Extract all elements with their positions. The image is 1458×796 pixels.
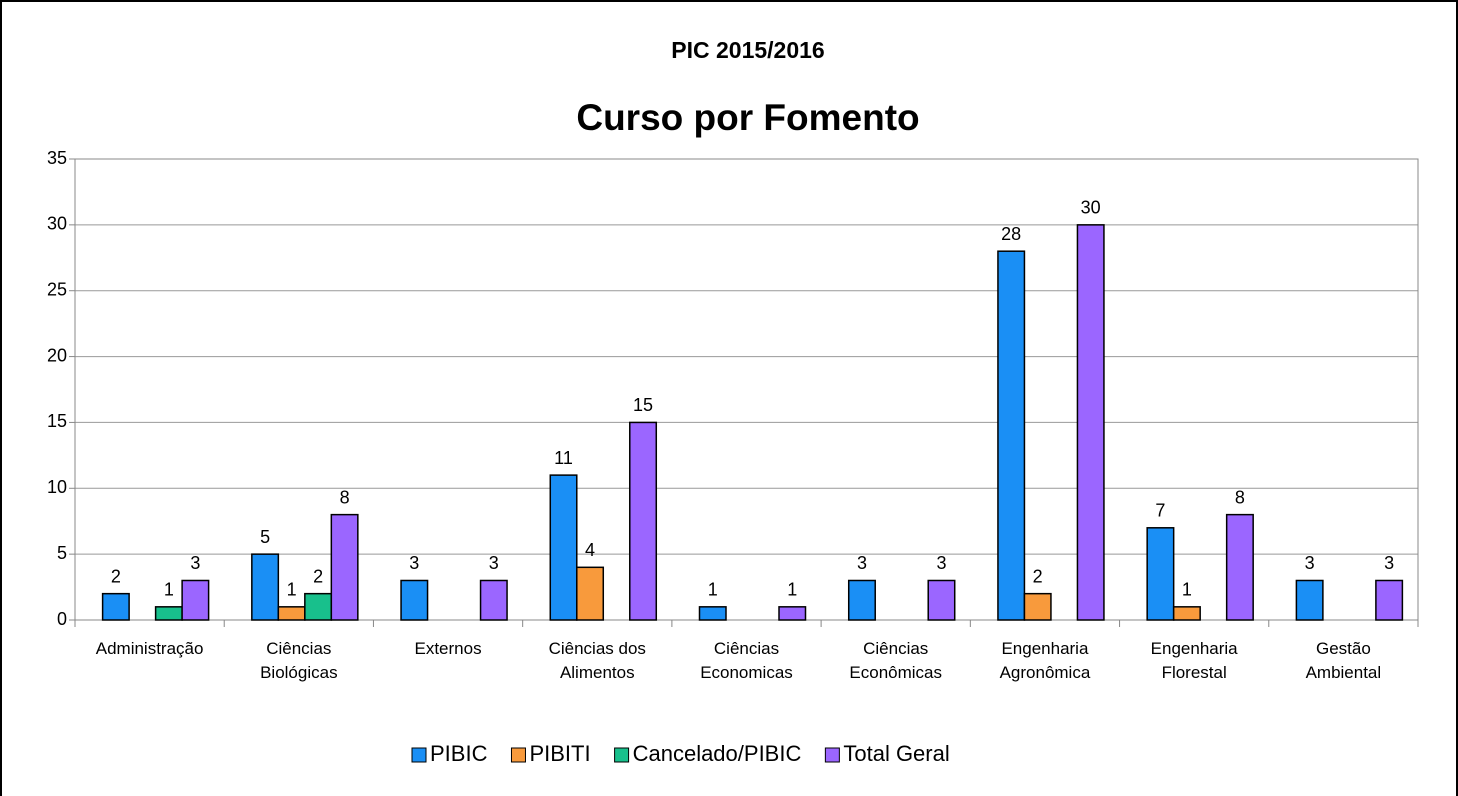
legend-label: PIBITI	[529, 741, 590, 766]
bar	[101, 592, 130, 621]
bar	[576, 566, 605, 621]
x-tick-label: Administração	[95, 639, 204, 658]
bar	[847, 579, 876, 621]
x-tick-label: Ciências dos Alimentos	[548, 639, 646, 682]
data-label: 2	[1033, 566, 1043, 586]
bar	[400, 579, 429, 621]
y-tick-label: 0	[57, 609, 67, 629]
legend-label: Cancelado/PIBIC	[633, 741, 802, 766]
y-tick-label: 30	[47, 214, 67, 234]
bar	[304, 592, 333, 621]
bar	[549, 474, 578, 621]
data-label: 30	[1081, 198, 1101, 218]
bar	[698, 606, 727, 621]
data-label: 3	[1384, 553, 1394, 573]
bar	[1023, 592, 1052, 621]
legend-label: Total Geral	[843, 741, 949, 766]
bar	[479, 579, 508, 621]
legend-swatch	[510, 747, 526, 763]
y-tick-label: 25	[47, 279, 67, 299]
data-label: 1	[708, 580, 718, 600]
bar	[927, 579, 956, 621]
bar	[1076, 224, 1105, 621]
x-tick-label: Engenharia Agronômica	[999, 639, 1091, 682]
data-label: 3	[857, 553, 867, 573]
x-tick-label: Gestão Ambiental	[1305, 639, 1382, 682]
data-label: 2	[313, 566, 323, 586]
y-tick-label: 10	[47, 477, 67, 497]
data-label: 3	[409, 553, 419, 573]
x-tick-label: Ciências Economicas	[700, 639, 793, 682]
data-label: 8	[1235, 487, 1245, 507]
data-label: 3	[190, 553, 200, 573]
bar	[251, 553, 280, 621]
y-tick-label: 15	[47, 411, 67, 431]
legend-swatch	[614, 747, 630, 763]
x-tick-label: Externos	[414, 639, 482, 658]
legend-swatch	[411, 747, 427, 763]
y-tick-label: 5	[57, 543, 67, 563]
data-label: 5	[260, 527, 270, 547]
bar	[1146, 527, 1175, 621]
bar	[629, 421, 658, 621]
data-label: 8	[340, 487, 350, 507]
legend-swatch	[824, 747, 840, 763]
data-label: 1	[787, 580, 797, 600]
data-label: 15	[633, 395, 653, 415]
legend-label: PIBIC	[430, 741, 488, 766]
data-label: 3	[1305, 553, 1315, 573]
bar	[1172, 606, 1201, 621]
plot-border	[74, 158, 1419, 621]
data-label: 4	[585, 540, 595, 560]
data-label: 28	[1001, 224, 1021, 244]
bar	[1225, 513, 1254, 621]
bar	[277, 606, 306, 621]
x-tick-label: Engenharia Florestal	[1150, 639, 1238, 682]
data-label: 2	[111, 566, 121, 586]
bar	[997, 250, 1026, 621]
bar	[330, 513, 359, 621]
bar	[154, 606, 183, 621]
chart-subtitle: Curso por Fomento	[576, 97, 919, 138]
chart-title: PIC 2015/2016	[671, 37, 824, 63]
y-tick-label: 35	[47, 148, 67, 168]
data-label: 3	[489, 553, 499, 573]
x-tick-label: Ciências Econômicas	[849, 639, 943, 682]
bar	[1375, 579, 1404, 621]
data-label: 3	[936, 553, 946, 573]
bar	[778, 606, 807, 621]
data-label: 7	[1155, 501, 1165, 521]
bar	[1295, 579, 1324, 621]
y-tick-label: 20	[47, 345, 67, 365]
data-label: 1	[287, 580, 297, 600]
x-tick-label: Ciências Biológicas	[260, 639, 338, 682]
data-label: 11	[554, 448, 573, 468]
data-label: 1	[1182, 580, 1192, 600]
data-label: 1	[164, 580, 174, 600]
bar	[181, 579, 210, 621]
